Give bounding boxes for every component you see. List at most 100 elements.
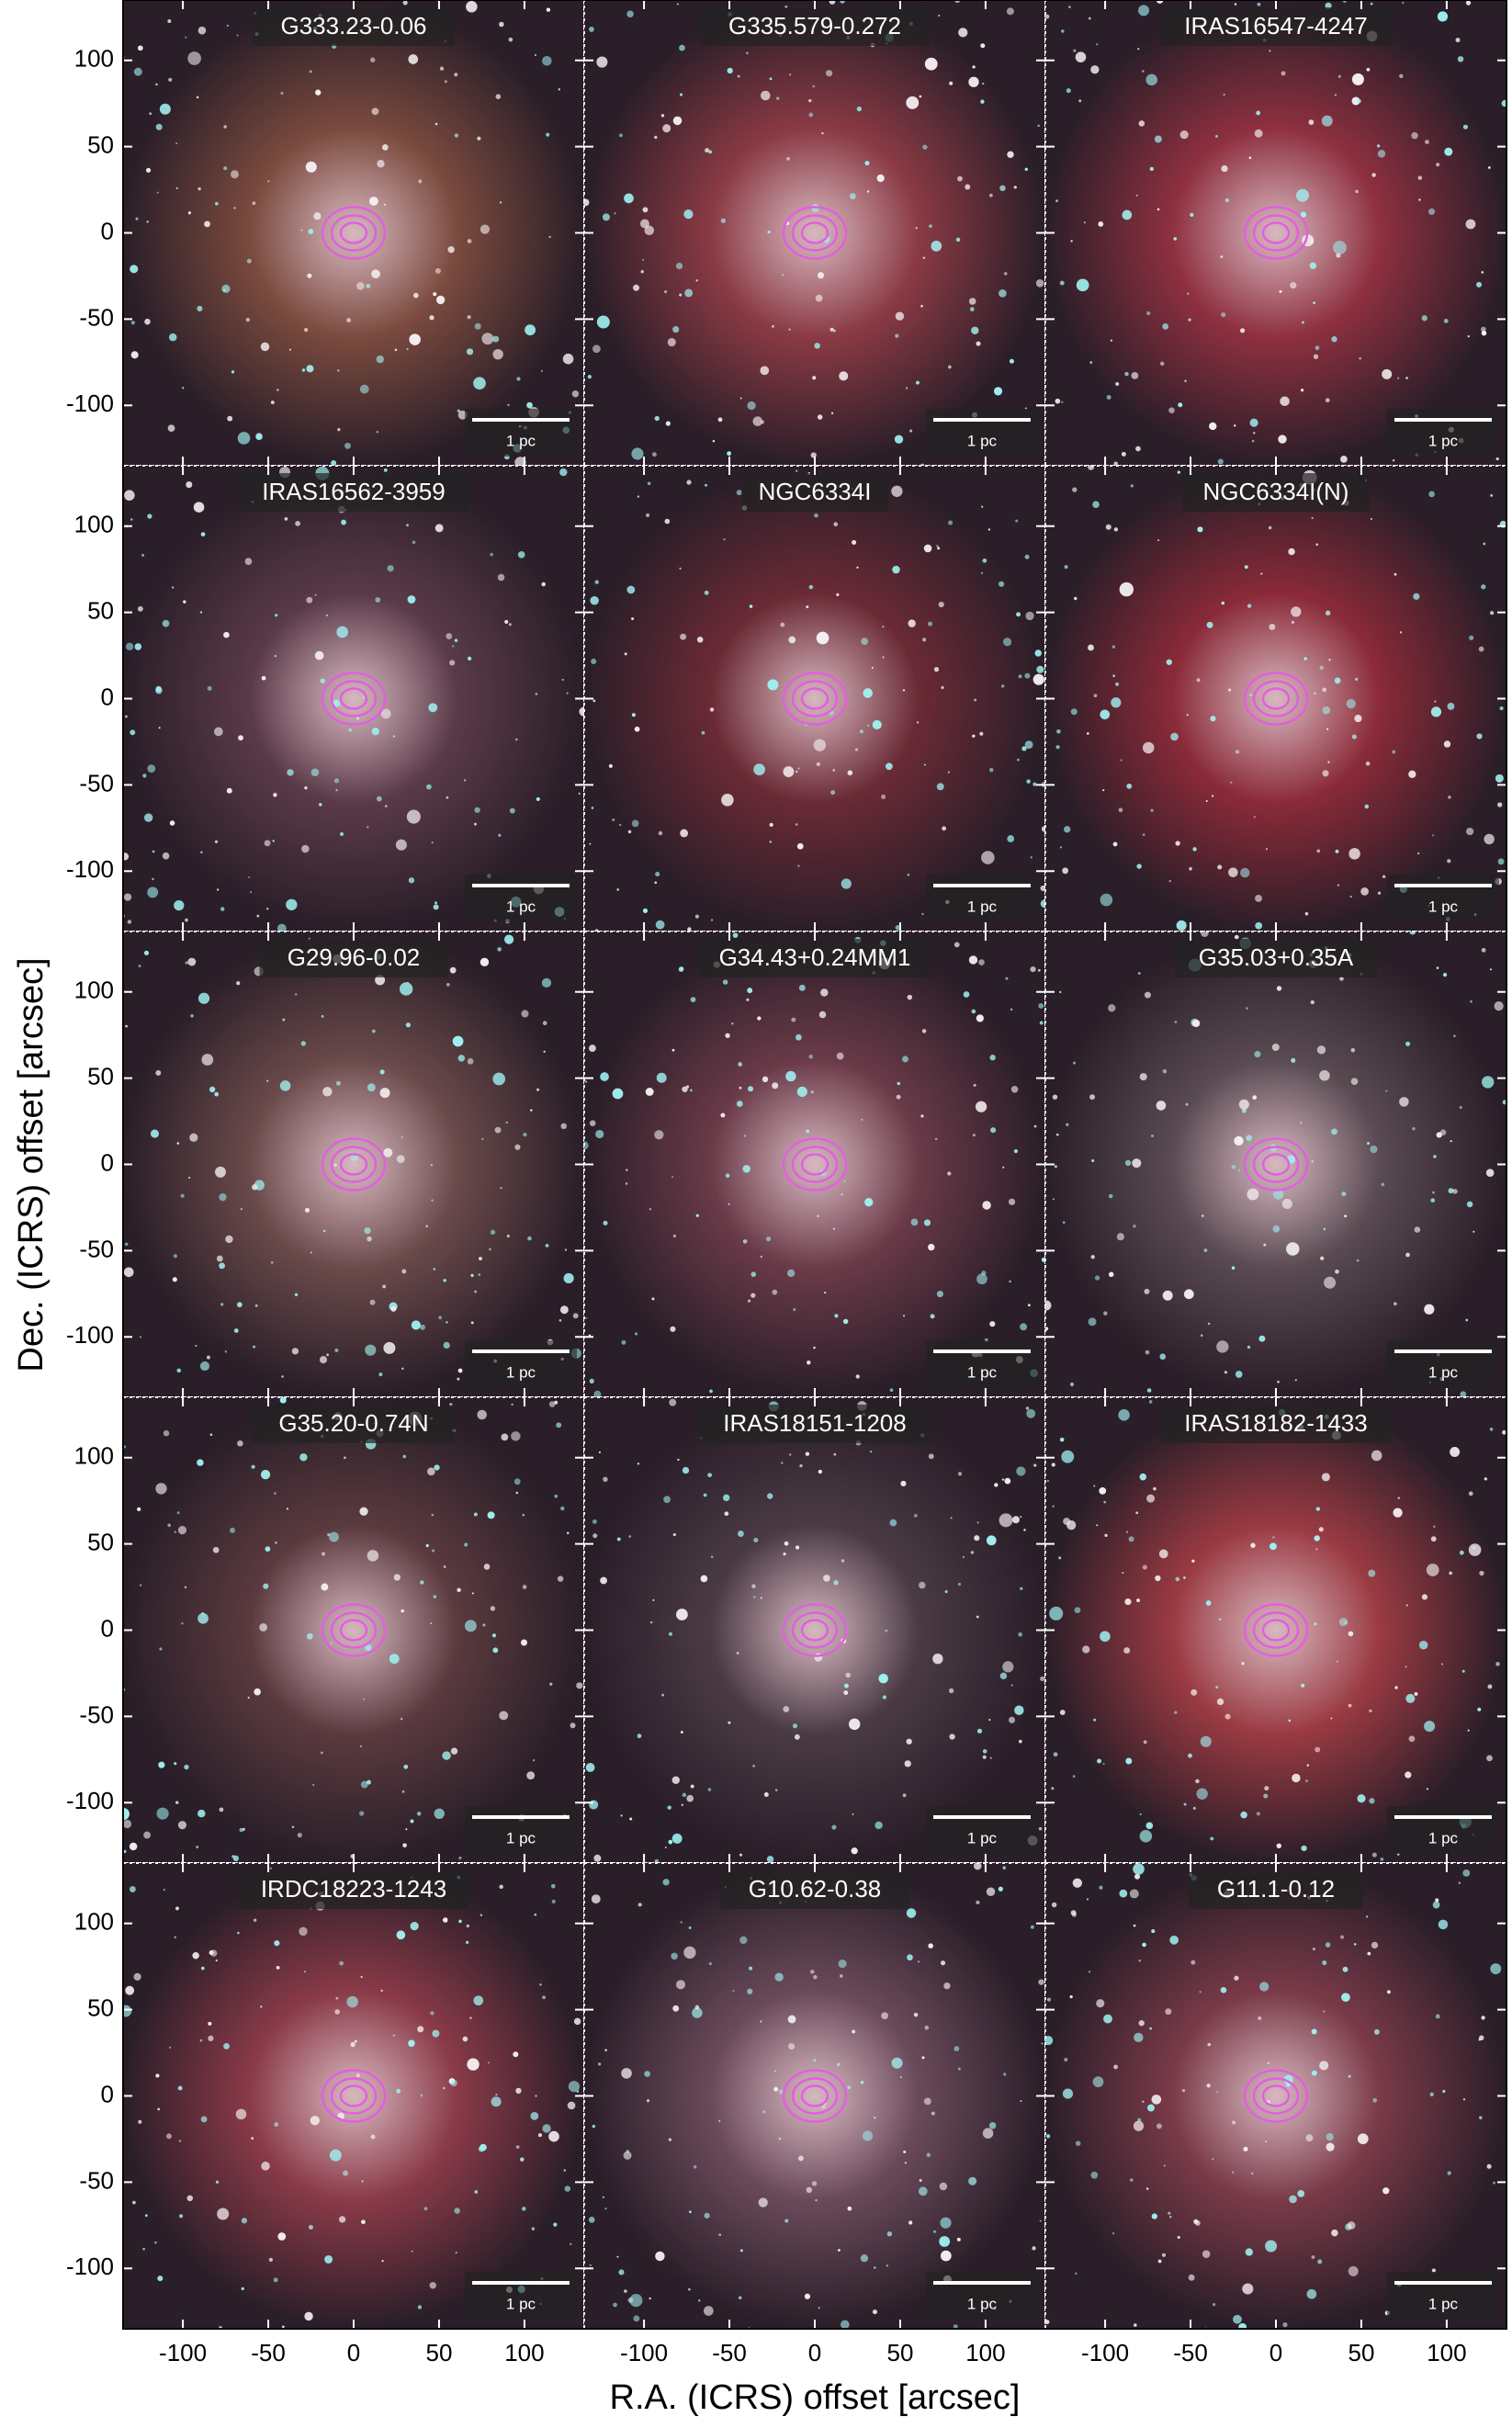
star xyxy=(1232,2171,1235,2174)
star xyxy=(919,1581,926,1589)
star xyxy=(1408,1735,1416,1743)
star xyxy=(633,284,640,291)
star xyxy=(1497,802,1503,807)
star xyxy=(432,2029,440,2038)
star xyxy=(1020,2100,1022,2103)
star xyxy=(1435,1898,1439,1903)
title-box xyxy=(700,939,930,977)
star xyxy=(1326,2132,1334,2141)
star xyxy=(507,403,510,407)
y-tick-label: 50 xyxy=(87,596,114,624)
star xyxy=(899,2076,902,2079)
star xyxy=(1119,1889,1128,1898)
star xyxy=(732,1990,735,1993)
star xyxy=(998,1886,1003,1892)
star xyxy=(420,1580,424,1585)
star xyxy=(708,1962,712,1966)
star xyxy=(1168,2215,1172,2219)
star xyxy=(322,1087,333,1097)
star xyxy=(1092,2076,1104,2088)
panel-image xyxy=(584,932,1045,1397)
star xyxy=(1066,1123,1069,1126)
star xyxy=(1335,1269,1339,1274)
star xyxy=(499,21,504,28)
star xyxy=(832,1227,836,1230)
star xyxy=(672,2005,680,2012)
star xyxy=(1199,1991,1202,1993)
star xyxy=(217,2208,230,2220)
star xyxy=(1024,167,1028,171)
star xyxy=(1146,311,1151,316)
star xyxy=(1328,659,1331,661)
star xyxy=(166,2133,173,2140)
star xyxy=(1122,1572,1124,1575)
star xyxy=(640,270,644,274)
scale-label: 1 pc xyxy=(1428,432,1459,449)
star xyxy=(1033,1124,1037,1128)
star xyxy=(381,143,389,151)
star xyxy=(1040,1676,1045,1682)
star xyxy=(138,965,141,968)
star xyxy=(220,907,225,911)
star xyxy=(139,1584,142,1587)
star xyxy=(550,1883,556,1889)
star xyxy=(1209,422,1217,431)
star xyxy=(1032,2246,1036,2251)
star xyxy=(306,365,314,373)
star xyxy=(246,258,252,264)
star xyxy=(1348,1703,1352,1708)
star xyxy=(1052,1198,1055,1201)
star xyxy=(401,1609,404,1613)
star xyxy=(1108,1193,1113,1199)
star xyxy=(1481,330,1487,336)
star xyxy=(933,2230,936,2233)
star xyxy=(1157,2259,1162,2264)
star xyxy=(1162,322,1169,330)
star xyxy=(1161,2253,1167,2257)
star xyxy=(1090,1255,1095,1259)
contour xyxy=(339,221,368,244)
star xyxy=(915,227,918,230)
y-tick-label: -50 xyxy=(79,1700,114,1728)
star xyxy=(1010,1086,1019,1093)
star xyxy=(152,850,155,853)
star xyxy=(492,335,500,343)
star xyxy=(941,685,944,690)
star xyxy=(477,136,481,141)
star xyxy=(321,1552,326,1556)
star xyxy=(1432,1191,1435,1194)
star xyxy=(359,384,369,394)
star xyxy=(814,343,820,349)
star xyxy=(509,807,515,814)
star xyxy=(467,656,472,661)
scale-label: 1 pc xyxy=(1428,1363,1459,1381)
star xyxy=(928,1243,935,1251)
star xyxy=(1300,389,1304,392)
star xyxy=(364,1643,372,1652)
star xyxy=(1251,2172,1254,2175)
star xyxy=(1468,1491,1473,1496)
star xyxy=(629,2294,643,2308)
star xyxy=(672,326,680,333)
star xyxy=(596,315,610,329)
star xyxy=(1382,368,1393,379)
star xyxy=(1168,2211,1171,2215)
star xyxy=(988,2121,997,2129)
star xyxy=(932,1653,943,1665)
star xyxy=(155,686,163,695)
star xyxy=(190,1014,194,1018)
star xyxy=(1061,401,1064,403)
star xyxy=(1447,702,1455,710)
star xyxy=(989,1756,992,1759)
star xyxy=(344,442,351,449)
star xyxy=(947,771,950,774)
star xyxy=(626,585,636,594)
star xyxy=(1149,166,1154,172)
contour xyxy=(1261,687,1291,710)
star xyxy=(1174,1021,1178,1023)
star xyxy=(383,468,388,472)
star xyxy=(1402,2,1405,5)
star xyxy=(1290,281,1297,289)
star xyxy=(500,1187,502,1190)
star xyxy=(1145,2187,1149,2190)
